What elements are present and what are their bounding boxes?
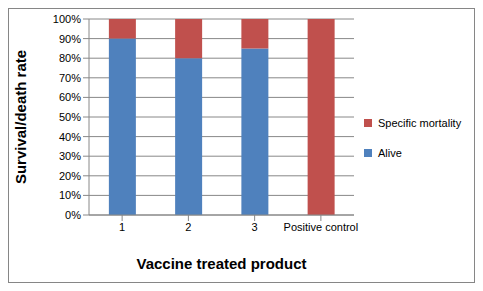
html-text:Specific mortality: Specific mortality xyxy=(378,117,462,129)
svg-text:80%: 80% xyxy=(59,52,81,64)
svg-text:40%: 40% xyxy=(59,131,81,143)
svg-text:3: 3 xyxy=(252,221,258,233)
svg-text:1: 1 xyxy=(119,221,125,233)
svg-text:30%: 30% xyxy=(59,150,81,162)
svg-text:50%: 50% xyxy=(59,111,81,123)
svg-text:10%: 10% xyxy=(59,189,81,201)
svg-text:70%: 70% xyxy=(59,72,81,84)
svg-text:2: 2 xyxy=(185,221,191,233)
svg-text:0%: 0% xyxy=(65,209,81,221)
svg-text:Survival/death rate: Survival/death rate xyxy=(12,50,29,184)
svg-text:Vaccine treated product: Vaccine treated product xyxy=(136,255,306,272)
svg-text:60%: 60% xyxy=(59,91,81,103)
svg-text:20%: 20% xyxy=(59,170,81,182)
svg-text:100%: 100% xyxy=(53,13,81,25)
svg-text:90%: 90% xyxy=(59,33,81,45)
html-text:Alive: Alive xyxy=(378,147,402,159)
svg-text:Positive control: Positive control xyxy=(284,221,359,233)
